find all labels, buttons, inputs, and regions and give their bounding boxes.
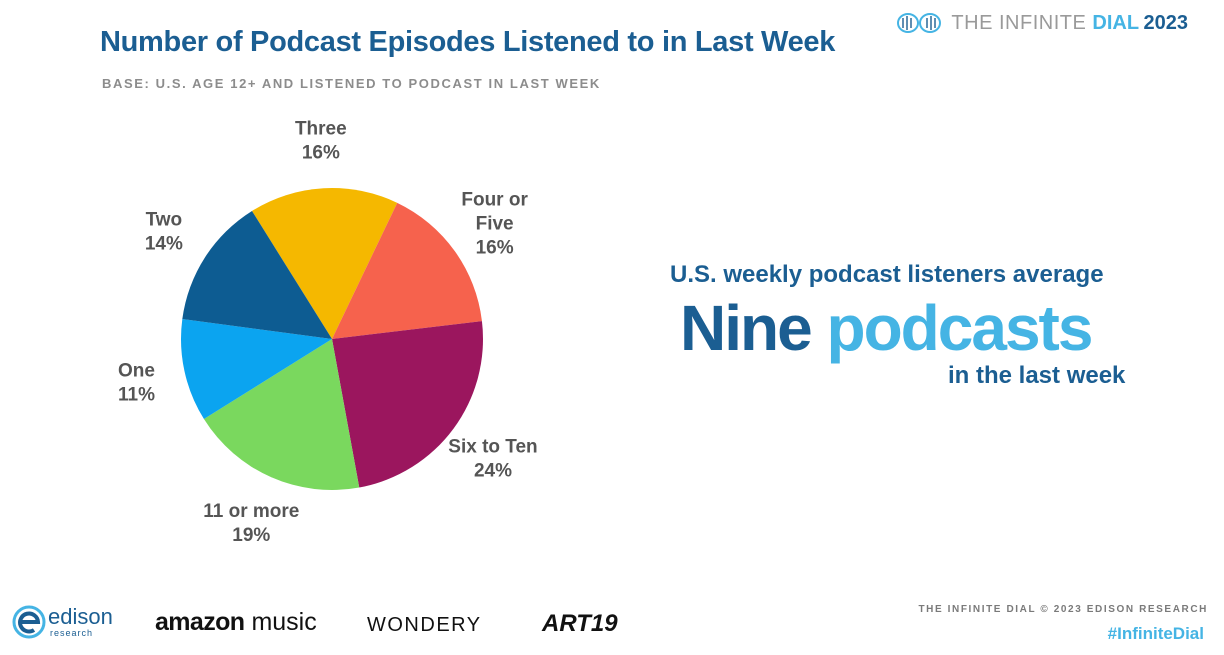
infinity-logo-icon xyxy=(897,13,942,33)
brand-text-gray: THE INFINITE xyxy=(951,11,1093,34)
edison-sub: research xyxy=(50,628,94,638)
pie-slice xyxy=(182,210,332,339)
slice-value-label: 24% xyxy=(474,461,512,482)
wondery-logo: WONDERY xyxy=(367,614,482,636)
slice-value-label: 11% xyxy=(118,384,155,405)
callout-lead: U.S. weekly podcast listeners average xyxy=(670,261,1104,288)
brand-year: 2023 xyxy=(1143,11,1189,34)
pie-slice xyxy=(180,319,332,420)
slice-category-label: Two xyxy=(146,210,183,231)
pie-slice xyxy=(332,202,482,339)
slice-category-label: Four or xyxy=(461,190,528,211)
edison-research-logo: edison research xyxy=(10,600,113,644)
slice-category-label: Five xyxy=(476,214,514,235)
slice-category-label: 11 or more xyxy=(203,501,299,522)
pie-slice xyxy=(203,339,360,490)
callout-headline: Nine podcasts xyxy=(680,291,1093,365)
pie-chart: Three 16% Four or Five 16% Six to Ten 24% 11 or… xyxy=(118,118,538,546)
slice-value-label: 16% xyxy=(302,142,340,163)
slice-category-label: Three xyxy=(295,118,347,139)
slice-category-label: One xyxy=(118,360,155,381)
callout-headline-word2: podcasts xyxy=(826,292,1093,364)
music-word: music xyxy=(251,608,317,636)
edison-name: edison xyxy=(48,604,113,629)
page-subtitle: BASE: U.S. AGE 12+ AND LISTENED TO PODCA… xyxy=(102,76,601,91)
slice-value-label: 19% xyxy=(232,525,270,546)
page-title: Number of Podcast Episodes Listened to i… xyxy=(100,26,836,58)
footer-hashtag: #InfiniteDial xyxy=(1107,624,1204,643)
callout-tail: in the last week xyxy=(948,362,1126,389)
slice-value-label: 16% xyxy=(476,238,514,259)
amazon-word: amazon xyxy=(155,608,245,636)
callout-headline-word1: Nine xyxy=(680,292,813,364)
pie-slice xyxy=(332,321,484,488)
art19-logo: ART19 xyxy=(542,610,618,637)
footer-credit: THE INFINITE DIAL © 2023 EDISON RESEARCH xyxy=(918,604,1208,615)
pie-slice xyxy=(251,188,398,339)
slice-category-label: Six to Ten xyxy=(448,437,537,458)
amazon-music-logo: amazon music xyxy=(155,608,317,637)
brand-text-blue: DIAL xyxy=(1092,11,1140,34)
infinite-dial-brand: THE INFINITE DIAL 2023 xyxy=(895,10,1188,36)
edison-e-icon xyxy=(12,605,46,639)
slice-value-label: 14% xyxy=(145,234,183,255)
